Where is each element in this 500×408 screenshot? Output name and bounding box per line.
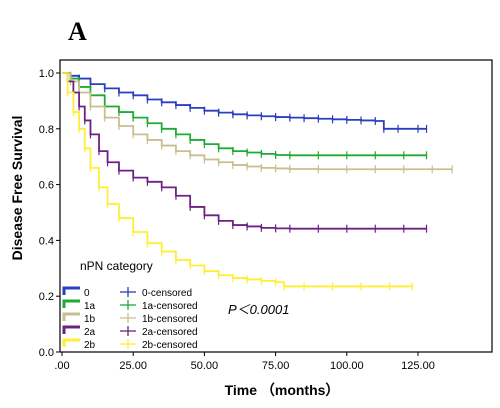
y-tick-label: 0.4 <box>39 235 54 247</box>
legend-swatch-2a <box>62 325 80 334</box>
legend-swatch-1b <box>62 312 80 321</box>
y-tick-label: 1.0 <box>39 68 54 80</box>
x-axis-title: Time （months） <box>225 382 340 398</box>
x-tick-label: 50.00 <box>191 360 219 372</box>
y-tick-label: 0.0 <box>39 347 54 359</box>
survival-line-2b <box>62 72 413 288</box>
series-0 <box>62 71 428 133</box>
y-tick-label: 0.6 <box>39 180 54 192</box>
x-tick-label: 125.00 <box>401 360 435 372</box>
legend: nPN category 0 0-censored 1a 1a-censored 1b 1b… <box>62 259 198 351</box>
survival-line-1b <box>62 72 453 171</box>
x-tick-label: .00 <box>54 360 69 372</box>
legend-label-1b: 1b <box>84 314 96 325</box>
survival-line-0 <box>62 72 427 130</box>
legend-label-2a: 2a <box>84 327 96 338</box>
survival-curves <box>62 71 453 291</box>
series-1b <box>62 72 453 174</box>
y-tick-label: 0.8 <box>39 124 54 136</box>
x-tick-label: 100.00 <box>330 360 364 372</box>
legend-censored-label-1b: 1b-censored <box>142 314 198 325</box>
x-tick-label: 25.00 <box>119 360 147 372</box>
legend-label-2b: 2b <box>84 340 96 351</box>
legend-censored-label-1a: 1a-censored <box>142 301 198 312</box>
legend-swatch-1a <box>62 299 80 308</box>
legend-label-0: 0 <box>84 288 90 299</box>
series-2a <box>62 72 428 233</box>
legend-swatch-0 <box>62 286 80 295</box>
series-1a <box>62 72 428 160</box>
panel-label: A <box>68 17 87 46</box>
legend-title: nPN category <box>80 259 153 273</box>
x-tick-label: 75.00 <box>262 360 290 372</box>
legend-label-1a: 1a <box>84 301 96 312</box>
legend-swatch-2b <box>62 338 80 347</box>
series-2b <box>62 72 413 291</box>
axes: 0.0 0.2 0.4 0.6 0.8 1.0 .00 25.00 50.00 75.00 100.… <box>39 59 493 372</box>
y-axis-title: Disease Free Survival <box>9 116 25 261</box>
legend-censored-label-0: 0-censored <box>142 288 192 299</box>
legend-censored-label-2b: 2b-censored <box>142 340 198 351</box>
legend-censored-label-2a: 2a-censored <box>142 327 198 338</box>
y-tick-label: 0.2 <box>39 291 54 303</box>
p-value-annotation: P＜0.0001 <box>228 302 289 317</box>
